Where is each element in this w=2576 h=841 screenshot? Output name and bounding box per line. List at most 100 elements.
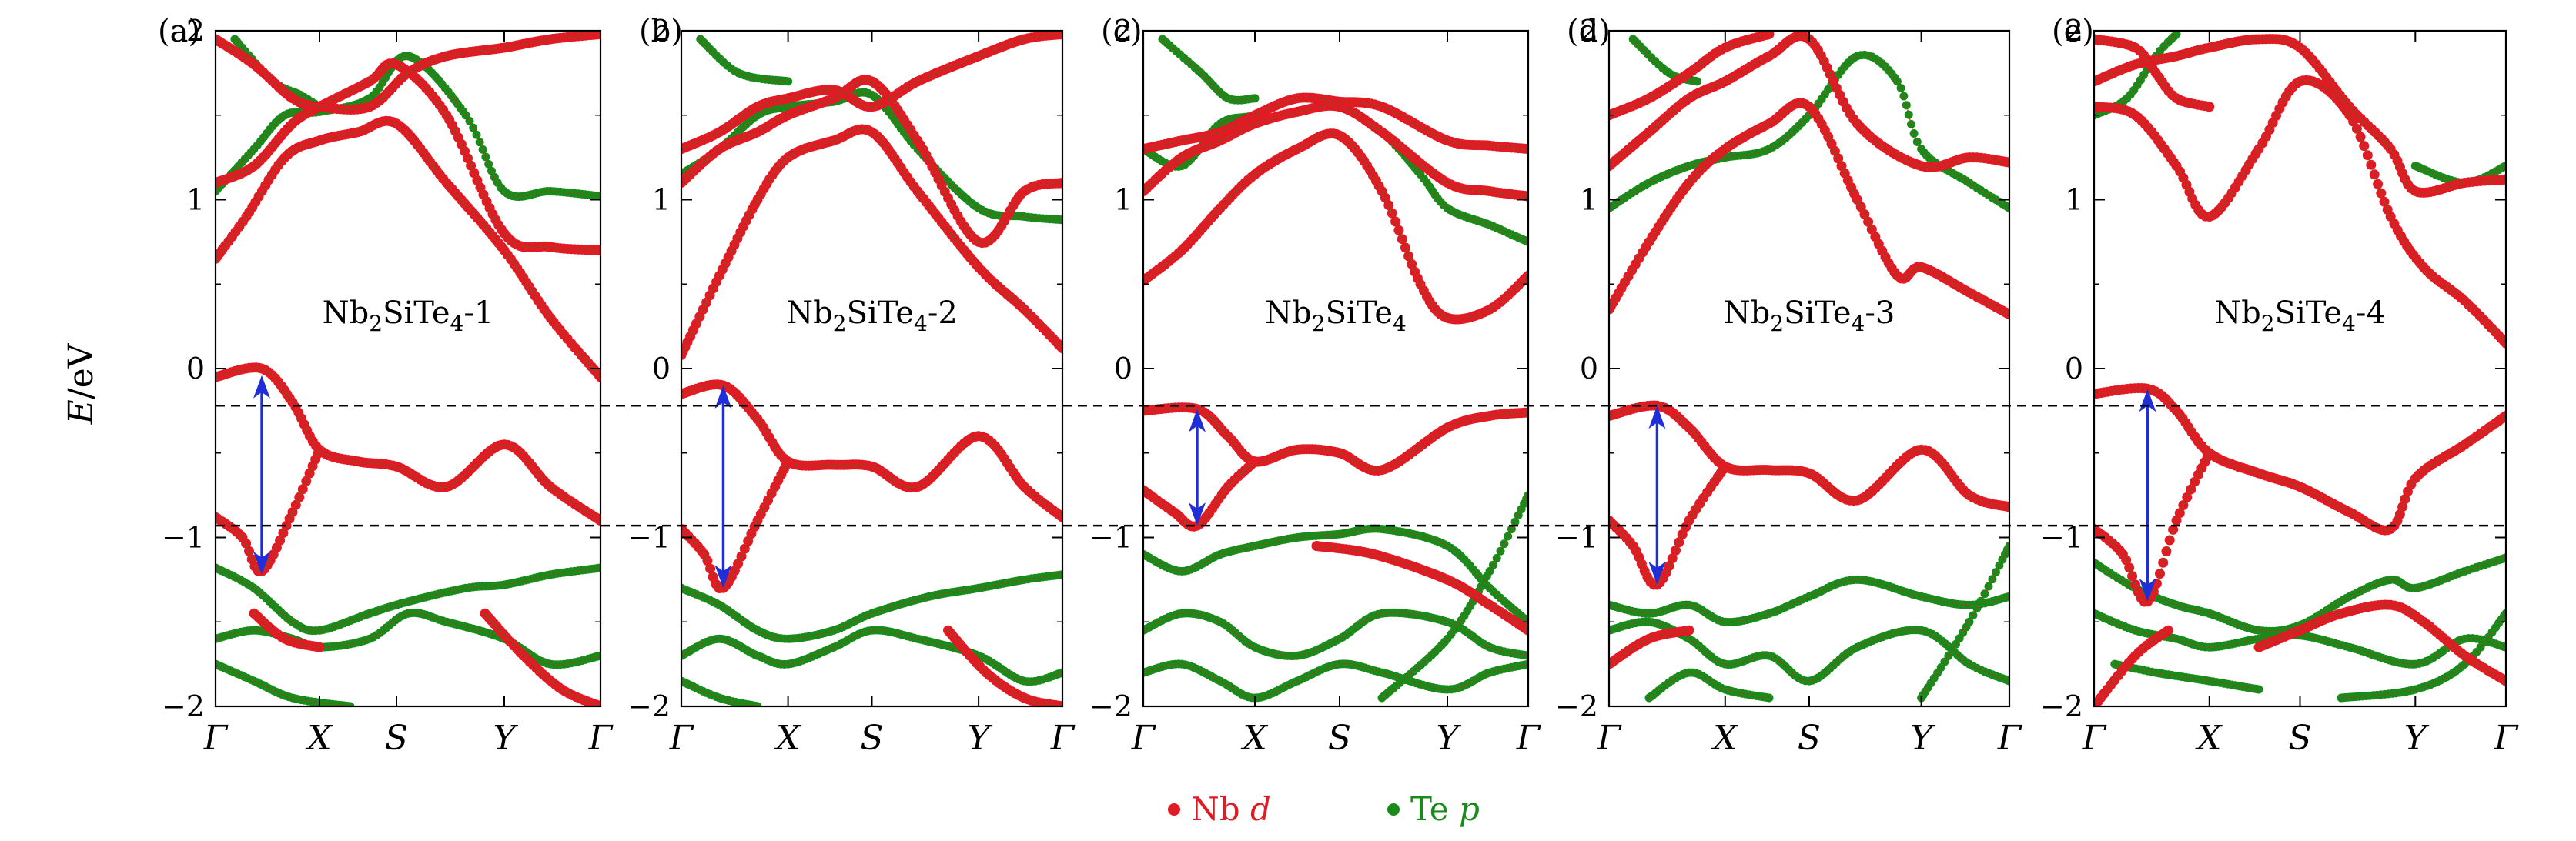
band-core-line bbox=[1143, 132, 1528, 320]
band-core-line bbox=[681, 92, 1062, 221]
y-tick-label: −2 bbox=[627, 689, 671, 723]
band-point bbox=[1058, 215, 1062, 225]
nb-d-band-2 bbox=[1609, 98, 2009, 320]
te-p-band-1 bbox=[216, 608, 601, 669]
band-point bbox=[596, 192, 601, 201]
band-point bbox=[1523, 270, 1528, 281]
nb-d-band-4 bbox=[1143, 92, 1528, 155]
y-tick-label: 2 bbox=[652, 14, 671, 48]
band-point bbox=[596, 563, 601, 572]
band-point bbox=[1992, 568, 2000, 577]
x-tick-label: S bbox=[1328, 719, 1351, 758]
band-point bbox=[1058, 570, 1062, 579]
band-point bbox=[1899, 92, 1909, 101]
plot-area bbox=[1609, 31, 2009, 703]
x-tick-label: Γ bbox=[1997, 719, 2022, 758]
band-point bbox=[1892, 77, 1902, 86]
band-point bbox=[487, 166, 496, 175]
y-tick-label: −2 bbox=[162, 689, 205, 723]
band-point bbox=[1664, 561, 1674, 572]
band-core-line bbox=[1609, 33, 1770, 116]
x-tick-label: Γ bbox=[588, 719, 614, 758]
nb-d-band-0 bbox=[216, 362, 601, 526]
band-point bbox=[1980, 589, 1989, 599]
nb-d-band-3 bbox=[681, 75, 1062, 249]
band-point bbox=[1988, 575, 1997, 584]
gap-arrow bbox=[1648, 405, 1666, 585]
band-point bbox=[484, 159, 493, 169]
gap-arrow bbox=[714, 385, 732, 589]
gap-arrow-head-top bbox=[1648, 405, 1666, 429]
gap-arrow-head-top bbox=[714, 385, 732, 409]
band-core-line bbox=[1609, 102, 2009, 315]
gap-arrow-head-bottom bbox=[1648, 561, 1666, 585]
y-tick-label: 2 bbox=[186, 14, 205, 48]
te-p-band-0 bbox=[681, 570, 1062, 643]
band-point bbox=[1671, 545, 1681, 556]
band-point bbox=[1524, 237, 1528, 246]
band-core-line bbox=[1143, 612, 1528, 657]
panel-title: Nb2​SiTe4​ bbox=[1265, 295, 1407, 336]
te-p-band-4 bbox=[696, 35, 793, 86]
nb-d-band-4 bbox=[216, 31, 601, 115]
y-tick-label: −1 bbox=[162, 521, 205, 555]
band-point bbox=[1524, 491, 1528, 500]
band-core-line bbox=[681, 461, 789, 589]
band-core-line bbox=[681, 680, 758, 706]
band-point bbox=[1400, 242, 1410, 253]
te-p-band-2 bbox=[1143, 659, 1528, 703]
plot-area bbox=[1143, 35, 1528, 703]
band-point bbox=[2005, 542, 2009, 550]
band-point bbox=[2005, 204, 2009, 212]
band-point bbox=[1859, 209, 1870, 219]
band-point bbox=[595, 372, 601, 382]
band-point bbox=[753, 702, 762, 706]
x-tick-label: X bbox=[1240, 719, 1268, 758]
gap-arrow-head-bottom bbox=[1189, 502, 1206, 526]
band-core-line bbox=[216, 62, 601, 252]
band-core-line bbox=[1609, 35, 2009, 169]
band-core-line bbox=[1609, 579, 2009, 623]
x-tick-label: Γ bbox=[203, 719, 229, 758]
panel-label: (a) bbox=[158, 14, 200, 49]
panel-label: (c) bbox=[1101, 14, 1142, 49]
y-tick-label: 2 bbox=[1580, 14, 1598, 48]
band-core-line bbox=[216, 366, 601, 522]
band-core-line bbox=[1609, 629, 1690, 665]
nb-d-band-5 bbox=[1311, 541, 1528, 636]
x-tick-label: Γ bbox=[669, 719, 694, 758]
band-core-line bbox=[1143, 97, 1528, 150]
te-p-band-5 bbox=[1628, 35, 1701, 86]
nb-d-band-2 bbox=[216, 115, 601, 382]
band-point bbox=[2005, 676, 2009, 686]
band-point bbox=[702, 556, 713, 566]
nb-d-band-5 bbox=[943, 625, 1062, 706]
band-core-line bbox=[1609, 405, 2009, 508]
band-point bbox=[1489, 560, 1497, 569]
band-point bbox=[595, 31, 601, 39]
band-core-line bbox=[681, 78, 1062, 244]
nb-d-band-2 bbox=[1143, 128, 1528, 325]
band-point bbox=[1976, 596, 1986, 606]
te-p-band-4 bbox=[230, 35, 324, 112]
nb-d-band-2 bbox=[681, 124, 1062, 360]
y-tick-label: 1 bbox=[1114, 183, 1132, 217]
nb-d-band-0 bbox=[2094, 383, 2506, 536]
band-point bbox=[1390, 216, 1401, 227]
gap-arrow-head-top bbox=[253, 375, 270, 399]
y-tick-label: 2 bbox=[1114, 14, 1132, 48]
band-point bbox=[2501, 609, 2506, 618]
band-core-line bbox=[1162, 38, 1256, 102]
y-axis-label: E/eV bbox=[62, 342, 101, 425]
band-core-line bbox=[234, 38, 320, 108]
band-point bbox=[314, 642, 325, 652]
y-tick-label: 1 bbox=[652, 183, 671, 217]
nb-d-band-1 bbox=[1143, 456, 1260, 532]
band-core-line bbox=[947, 629, 1062, 706]
x-tick-label: Y bbox=[1436, 719, 1461, 758]
band-point bbox=[743, 536, 754, 546]
te-p-band-1 bbox=[1143, 608, 1528, 660]
